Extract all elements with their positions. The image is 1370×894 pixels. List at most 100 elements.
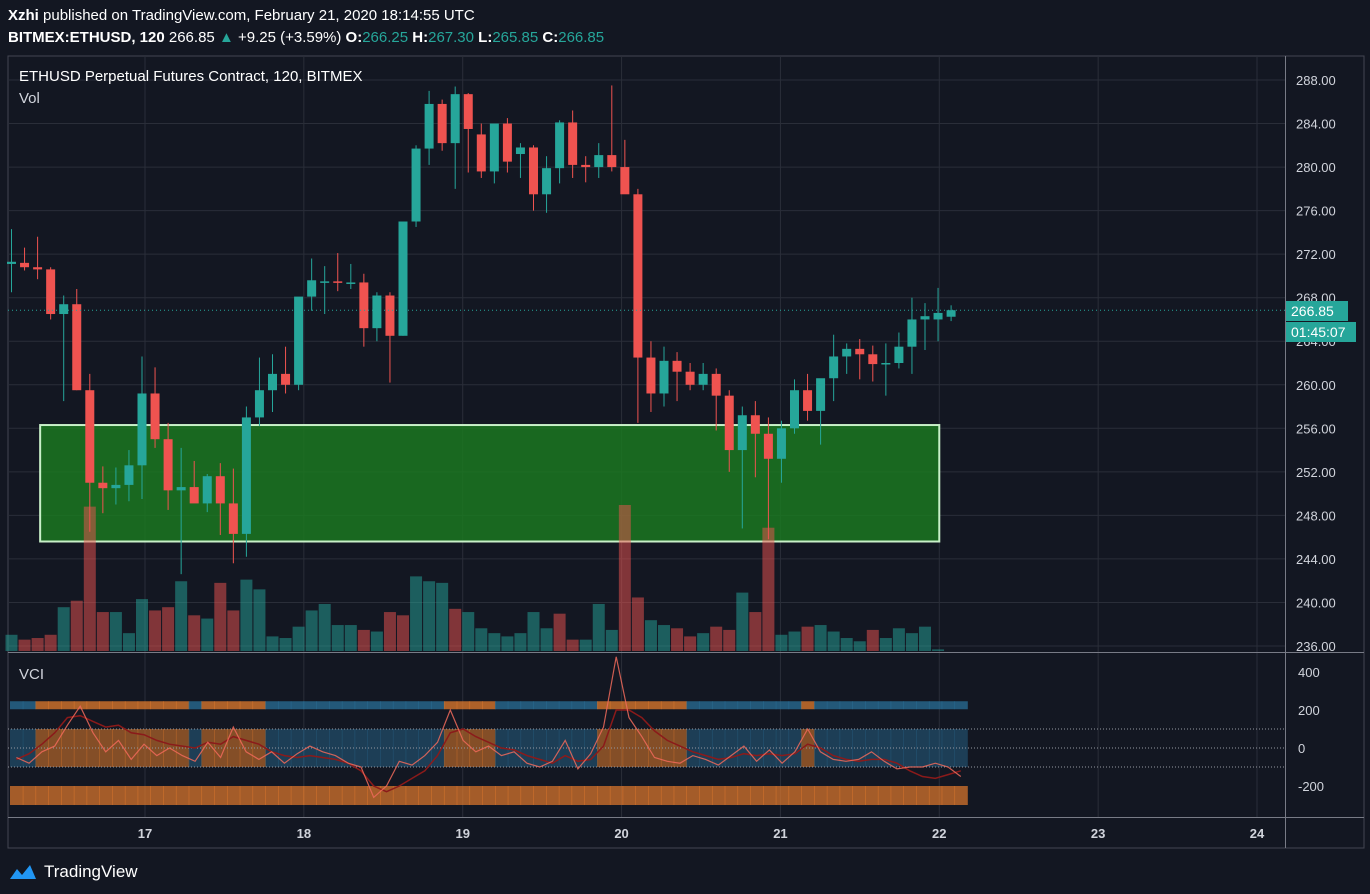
volume-bar <box>70 600 83 651</box>
vci-bottom-strip-seg <box>648 786 662 805</box>
candle-body <box>307 280 317 297</box>
vci-top-strip-seg <box>61 701 75 710</box>
vci-bottom-strip-seg <box>737 786 751 805</box>
vci-bottom-strip-seg <box>954 786 968 805</box>
price-tick-label: 252.00 <box>1296 465 1336 480</box>
vci-bottom-strip-seg <box>73 786 88 805</box>
vci-bottom-strip-seg <box>163 786 177 805</box>
vci-bottom-strip-seg <box>584 786 598 805</box>
volume-bar <box>814 625 827 651</box>
vci-bottom-strip-seg <box>597 786 611 805</box>
vci-tick-label: 0 <box>1298 741 1305 756</box>
vci-bottom-strip-seg <box>903 786 917 805</box>
volume-bar <box>214 582 227 651</box>
candle-body <box>333 281 343 283</box>
vci-top-strip-seg <box>367 701 381 710</box>
vci-bottom-strip-seg <box>61 786 75 805</box>
price-tick-label: 256.00 <box>1296 421 1336 436</box>
vci-legend: VCI <box>19 666 44 683</box>
high-value: 267.30 <box>428 29 474 46</box>
candle-body <box>829 356 839 379</box>
candle-body <box>98 482 108 489</box>
candle-body <box>268 373 277 391</box>
vci-band-seg <box>699 729 713 767</box>
vol-legend: Vol <box>19 90 40 107</box>
candle-body <box>568 122 578 165</box>
candle-body <box>842 348 852 357</box>
vci-band-seg <box>10 729 24 767</box>
candle-body <box>124 465 134 485</box>
vci-top-strip-seg <box>405 701 420 710</box>
volume-bar <box>905 633 918 651</box>
candle-body <box>411 148 421 222</box>
vci-bottom-strip-seg <box>711 786 726 805</box>
vci-top-strip-seg <box>635 701 649 710</box>
vci-top-strip-seg <box>456 701 471 710</box>
candle-body <box>646 357 656 394</box>
vci-bottom-strip-seg <box>175 786 190 805</box>
vci-band-seg <box>890 729 904 767</box>
vci-bottom-strip-seg <box>329 786 343 805</box>
vci-band-seg <box>316 729 330 767</box>
candle-body <box>228 503 238 534</box>
vci-top-strip-seg <box>150 701 164 710</box>
vci-top-strip-seg <box>214 701 228 710</box>
candle-body <box>659 360 669 394</box>
volume-bar <box>162 607 175 651</box>
vci-top-strip-seg <box>546 701 560 710</box>
volume-bar <box>227 610 240 651</box>
candle-body <box>424 103 434 149</box>
vci-bottom-strip-seg <box>916 786 930 805</box>
vci-top-strip-seg <box>686 701 700 710</box>
main-pane-title: ETHUSD Perpetual Futures Contract, 120, … <box>19 68 362 85</box>
price-tick-label: 288.00 <box>1296 73 1336 88</box>
candle-body <box>894 346 904 363</box>
volume-bar <box>658 625 670 651</box>
vci-top-strip-seg <box>788 701 802 710</box>
vci-bottom-strip-seg <box>673 786 688 805</box>
volume-bar <box>266 636 279 651</box>
candle-body <box>724 395 734 451</box>
volume-bar <box>201 618 214 651</box>
volume-bar <box>892 628 905 651</box>
volume-bar <box>449 608 462 651</box>
vci-top-strip-seg <box>252 701 266 710</box>
tradingview-logo-icon <box>10 865 36 879</box>
candle-body <box>750 415 760 434</box>
volume-bar <box>501 636 514 651</box>
price-tick-label: 236.00 <box>1296 639 1336 654</box>
vci-bottom-strip-seg <box>865 786 879 805</box>
volume-bar <box>827 631 840 651</box>
volume-bar <box>5 634 18 651</box>
vci-bottom-strip-seg <box>35 786 49 805</box>
candle-body <box>855 348 865 355</box>
vci-top-strip-seg <box>188 701 203 710</box>
author-name[interactable]: Xzhi <box>8 7 39 24</box>
vci-band-seg <box>214 729 228 767</box>
vci-top-strip-seg <box>928 701 943 710</box>
volume-bar <box>605 629 618 651</box>
volume-bar <box>122 633 135 651</box>
candle-body <box>607 155 617 168</box>
footer-brand[interactable]: TradingView <box>8 860 138 884</box>
vci-band-seg <box>456 729 471 767</box>
open-value: 266.25 <box>362 29 409 46</box>
volume-bar <box>475 628 488 651</box>
volume-bar <box>370 631 383 651</box>
volume-bar <box>840 638 853 651</box>
volume-bar <box>18 639 31 651</box>
vci-band-seg <box>801 729 815 767</box>
vci-top-strip-seg <box>571 701 585 710</box>
volume-bar <box>592 603 605 651</box>
volume-bar <box>292 626 305 651</box>
candle-body <box>241 417 251 534</box>
price-tick-label: 284.00 <box>1296 117 1336 132</box>
vci-bottom-strip-seg <box>775 786 790 805</box>
vci-bottom-strip-seg <box>890 786 904 805</box>
vci-band-seg <box>405 729 420 767</box>
time-tick-label: 22 <box>932 826 946 841</box>
candle-body <box>254 390 264 418</box>
volume-bar <box>57 607 70 651</box>
candle-body <box>85 390 95 483</box>
